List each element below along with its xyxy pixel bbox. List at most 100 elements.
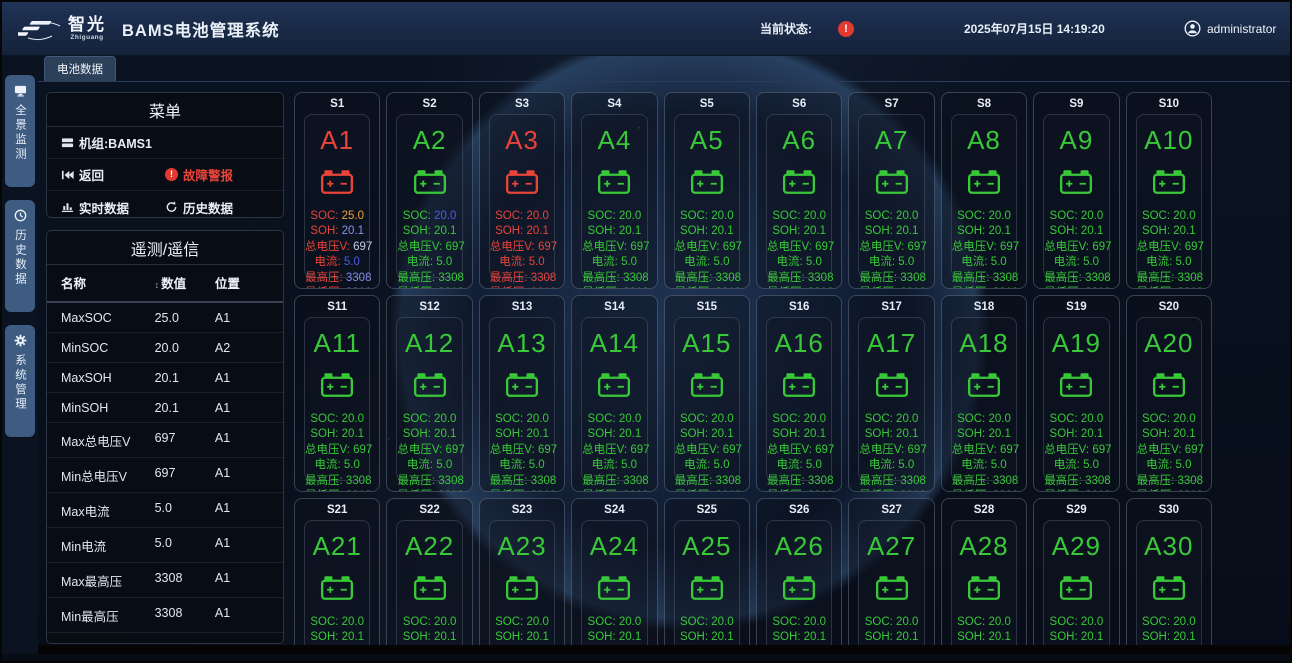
battery-card[interactable]: S14 A14 SOC: 20.0 SOH: 20.1 总电压V: 697 电流: 5… xyxy=(571,295,658,492)
card-inner: A13 SOC: 20.0 SOH: 20.1 总电压V: 697 电流: 5.0 最高… xyxy=(488,317,558,491)
battery-card[interactable]: S8 A8 SOC: 20.0 SOH: 20.1 总电压V: 697 电流: 5.0… xyxy=(940,92,1028,289)
battery-card[interactable]: S19 A19 SOC: 20.0 SOH: 20.1 总电压V: 697 电流: 5… xyxy=(1033,295,1120,492)
string-id: S4 xyxy=(607,98,622,110)
user-menu[interactable]: administrator xyxy=(1184,20,1276,37)
telemetry-row[interactable]: Min电流 5.0 A1 xyxy=(47,528,283,563)
metric-value: 20.0 xyxy=(154,340,179,355)
battery-card[interactable]: S5 A5 SOC: 20.0 SOH: 20.1 总电压V: 697 电流: 5.0… xyxy=(663,92,750,289)
battery-card[interactable]: S17 A17 SOC: 20.0 SOH: 20.1 总电压V: 697 电流: 5… xyxy=(848,295,935,492)
metric-line: 最低压: 3010 xyxy=(1137,489,1203,491)
metric-line: SOC: 20.0 xyxy=(957,210,1011,222)
battery-id: A29 xyxy=(1051,531,1102,561)
battery-card[interactable]: S16 A16 SOC: 20.0 SOH: 20.1 总电压V: 697 电流: 5… xyxy=(756,295,843,492)
metrics: SOC: 20.0 SOH: 20.1 总电压V: 697 电流: 5.0 最高压: 3… xyxy=(1137,209,1204,288)
tab-battery-data[interactable]: 电池数据 xyxy=(44,56,116,81)
metric-position: A2 xyxy=(214,340,231,355)
metrics: SOC: 20.0 SOH: 20.1 总电压V: 697 电流: 5.0 最高压: 3… xyxy=(582,209,649,288)
battery-card[interactable]: S2 A2 SOC: 20.0 SOH: 20.1 总电压V: 697 电流: 5.0… xyxy=(386,92,473,289)
metrics: SOC: 20.0 SOH: 20.1 总电压V: 697 电流: 5.0 最高压: 3… xyxy=(675,209,742,288)
metric-position: A1 xyxy=(214,370,231,385)
battery-card[interactable]: S12 A12 SOC: 20.0 SOH: 20.1 总电压V: 697 电流: 5… xyxy=(386,295,473,492)
battery-icon xyxy=(690,170,723,194)
battery-icon xyxy=(505,373,539,397)
battery-icon xyxy=(505,170,539,194)
metric-name: Max电流 xyxy=(61,504,110,519)
battery-card[interactable]: S11 A11 SOC: 20.0 SOH: 20.1 总电压V: 697 电流: 5… xyxy=(294,295,381,492)
telemetry-row[interactable]: MinSOC 20.0 A2 xyxy=(47,333,283,363)
metric-line: 最高压: 3308 xyxy=(951,474,1019,487)
metric-line: SOH: 20.1 xyxy=(679,631,734,644)
telemetry-row[interactable]: Max电流 5.0 A1 xyxy=(47,493,283,528)
telemetry-row[interactable]: Min总电压V 697 A1 xyxy=(47,458,283,493)
battery-card[interactable]: S10 A10 SOC: 20.0 SOH: 20.1 总电压V: 697 电流: 5… xyxy=(1125,92,1212,289)
alert-circle-icon[interactable] xyxy=(838,20,854,37)
battery-card[interactable]: S7 A7 SOC: 20.0 SOH: 20.1 总电压V: 697 电流: 5.0… xyxy=(848,92,935,289)
metric-line: 电流: 5.0 xyxy=(684,459,730,472)
metrics: SOC: 20.0 SOH: 20.1 总电压V: 697 电流: 5.0 最高压: 3… xyxy=(1136,412,1204,491)
metric-line: SOC: 20.0 xyxy=(402,210,457,222)
sidebar-item-settings[interactable]: 系统管理 xyxy=(5,325,35,437)
clock-icon xyxy=(14,209,26,222)
metric-position: A1 xyxy=(214,430,231,445)
metrics: SOC: 20.0 SOH: 20.1 总电压V: 697 电流: 5.0 最高压: 3… xyxy=(582,412,649,491)
metric-value: 697 xyxy=(154,430,176,445)
telemetry-row[interactable]: MinSOH 20.1 A1 xyxy=(47,393,283,423)
battery-card[interactable]: S9 A9 SOC: 20.0 SOH: 20.1 总电压V: 697 电流: 5.0… xyxy=(1033,92,1120,289)
unit-item[interactable]: 机组:BAMS1 xyxy=(61,133,269,152)
battery-card[interactable]: S18 A18 SOC: 20.0 SOH: 20.1 总电压V: 697 电流: 5… xyxy=(940,295,1028,492)
battery-card[interactable]: S4 A4 SOC: 20.0 SOH: 20.1 总电压V: 697 电流: 5.0… xyxy=(571,92,658,289)
telemetry-row[interactable]: Min最高压 3308 A1 xyxy=(47,598,283,633)
battery-card[interactable]: S1 A1 SOC: 25.0 SOH: 20.1 总电压V: 697 电流: 5.0… xyxy=(294,92,381,289)
metric-line: 电流: 5.0 xyxy=(314,459,360,472)
battery-id: A1 xyxy=(320,125,355,155)
telemetry-row[interactable]: Max总电压V 697 A1 xyxy=(47,423,283,458)
metric-position: A1 xyxy=(214,310,231,325)
battery-card[interactable]: S13 A13 SOC: 20.0 SOH: 20.1 总电压V: 697 电流: 5… xyxy=(478,295,566,492)
battery-card[interactable]: S6 A6 SOC: 20.0 SOH: 20.1 总电压V: 697 电流: 5.0… xyxy=(756,92,843,289)
battery-card[interactable]: S3 A3 SOC: 20.0 SOH: 20.1 总电压V: 697 电流: 5.0… xyxy=(478,92,566,289)
string-id: S30 xyxy=(1158,504,1180,516)
col-position[interactable]: 位置 xyxy=(214,277,240,291)
battery-card[interactable]: S15 A15 SOC: 20.0 SOH: 20.1 总电压V: 697 电流: 5… xyxy=(663,295,750,492)
brand-en: Zhiguang xyxy=(70,33,104,41)
fault-alarm-button[interactable]: 故障警报 xyxy=(165,165,269,184)
back-label: 返回 xyxy=(79,169,105,183)
metric-line: 最高压: 3308 xyxy=(1044,474,1111,487)
telemetry-row[interactable]: MaxSOH 20.1 A1 xyxy=(47,363,283,393)
history-data-label: 历史数据 xyxy=(183,201,234,216)
alert-circle-icon xyxy=(165,168,178,181)
back-button[interactable]: 返回 xyxy=(61,165,165,184)
metric-line: 总电压V: 697 xyxy=(859,240,927,253)
telemetry-row[interactable]: MaxSOC 25.0 A1 xyxy=(47,303,283,333)
col-name[interactable]: 名称 xyxy=(61,277,87,291)
metric-line: 总电压V: 697 xyxy=(1136,443,1204,456)
battery-icon xyxy=(505,576,539,600)
battery-icon xyxy=(967,373,1001,397)
battery-card[interactable]: S20 A20 SOC: 20.0 SOH: 20.1 总电压V: 697 电流: 5… xyxy=(1125,295,1212,492)
metric-line: 电流: 5.0 xyxy=(406,256,453,269)
metric-line: SOC: 20.0 xyxy=(679,413,734,425)
realtime-data-button[interactable]: 实时数据 xyxy=(61,198,165,217)
metric-line: 电流: 5.0 xyxy=(591,256,638,269)
telemetry-row[interactable]: Max最低压 3010 A1 xyxy=(47,633,283,644)
sidebar-item-panorama[interactable]: 全景监测 xyxy=(5,75,35,187)
battery-id: A16 xyxy=(774,328,824,358)
telemetry-row[interactable]: Max最高压 3308 A1 xyxy=(47,563,283,598)
history-data-button[interactable]: 历史数据 xyxy=(165,198,269,217)
metric-line: 电流: 5.0 xyxy=(868,256,915,269)
col-value[interactable]: ↕ 数值 xyxy=(154,277,187,291)
sidebar-item-history[interactable]: 历史数据 xyxy=(5,200,35,312)
metric-line: 总电压V: 697 xyxy=(489,443,558,456)
